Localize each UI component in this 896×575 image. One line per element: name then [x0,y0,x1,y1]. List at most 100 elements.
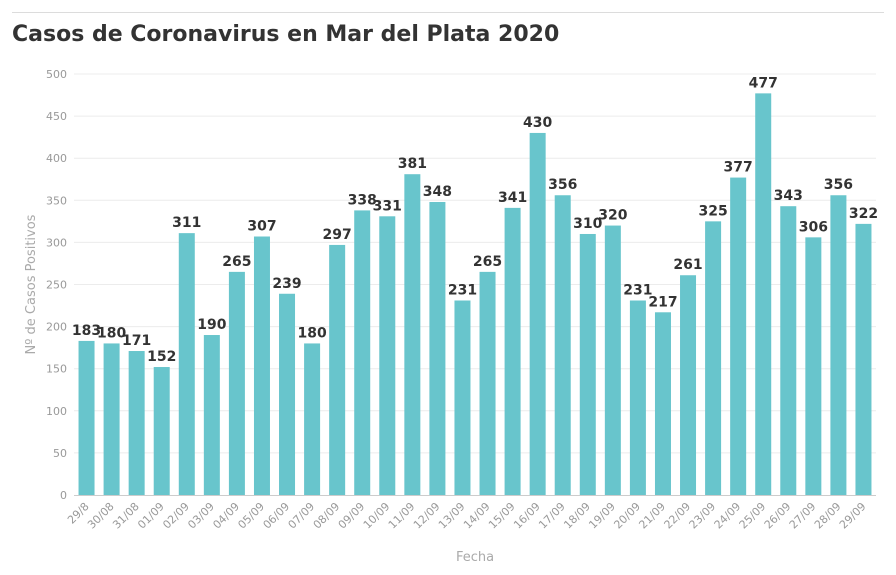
x-tick-label: 21/09 [636,500,668,532]
data-label: 231 [448,282,477,298]
bar [755,93,772,495]
bars [78,93,872,496]
y-tick-label: 200 [46,321,67,334]
data-label: 217 [648,294,677,310]
y-tick-label: 100 [46,405,67,418]
y-tick-label: 400 [46,152,67,165]
bar [579,233,596,496]
x-axis-ticks: 29/830/0831/0801/0902/0903/0904/0905/090… [65,500,869,532]
bar [304,343,321,495]
x-tick-label: 02/09 [160,500,192,532]
bar [178,233,195,495]
x-tick-label: 10/09 [361,500,393,532]
data-label: 310 [573,216,602,232]
bar [228,271,245,495]
bar [329,244,346,495]
bar [805,237,822,495]
data-labels: 1831801711523111902653072391802973383313… [72,75,878,365]
x-tick-label: 20/09 [611,500,643,532]
x-tick-label: 26/09 [762,500,794,532]
bar [429,201,446,495]
y-tick-label: 250 [46,279,67,292]
y-axis-ticks: 0 50 100 150 200 250 300 350 400 450 500 [46,68,67,502]
data-label: 261 [673,257,702,273]
top-divider [12,12,884,13]
bar [454,300,471,495]
x-tick-label: 05/09 [235,500,267,532]
bar [855,223,872,495]
y-tick-label: 300 [46,236,67,249]
x-tick-label: 30/08 [85,500,117,532]
data-label: 343 [774,188,803,204]
y-axis-label: Nº de Casos Positivos [24,214,39,354]
data-label: 190 [197,317,226,333]
bar [554,195,571,496]
data-label: 307 [247,219,276,235]
y-tick-label: 350 [46,194,67,207]
x-tick-label: 13/09 [436,500,468,532]
data-label: 306 [799,219,828,235]
x-tick-label: 08/09 [311,500,343,532]
data-label: 231 [623,282,652,298]
bar [404,174,421,495]
x-tick-label: 29/09 [837,500,869,532]
x-tick-label: 18/09 [561,500,593,532]
data-label: 377 [724,160,753,176]
x-tick-label: 07/09 [286,500,318,532]
data-label: 356 [824,177,853,193]
data-label: 381 [398,156,427,172]
x-tick-label: 04/09 [210,500,242,532]
bar [654,312,671,495]
bar [78,340,95,495]
bar [504,207,521,496]
x-tick-label: 25/09 [737,500,769,532]
data-label: 325 [698,203,727,219]
data-label: 348 [423,184,452,200]
bar [830,195,847,496]
x-tick-label: 12/09 [411,500,443,532]
x-tick-label: 31/08 [110,500,142,532]
bar [479,271,496,495]
data-label: 180 [297,325,326,341]
x-tick-label: 23/09 [687,500,719,532]
data-label: 239 [272,276,301,292]
x-tick-label: 28/09 [812,500,844,532]
x-tick-label: 22/09 [662,500,694,532]
x-tick-label: 19/09 [586,500,618,532]
data-label: 183 [72,323,101,339]
data-label: 311 [172,215,201,231]
data-label: 331 [373,198,402,214]
data-label: 297 [323,227,352,243]
bar [153,367,170,495]
bar [629,300,646,495]
chart-title: Casos de Coronavirus en Mar del Plata 20… [12,22,560,47]
data-label: 265 [473,254,502,270]
x-tick-label: 15/09 [486,500,518,532]
x-tick-label: 11/09 [386,500,418,532]
bar [780,206,797,495]
x-tick-label: 14/09 [461,500,493,532]
x-tick-label: 16/09 [511,500,543,532]
bar [128,351,145,495]
x-tick-label: 03/09 [185,500,217,532]
data-label: 341 [498,190,527,206]
bar [203,335,220,495]
data-label: 477 [749,75,778,91]
data-label: 322 [849,206,878,222]
y-tick-label: 150 [46,363,67,376]
bar [705,221,722,495]
bar [529,132,546,495]
y-tick-label: 0 [60,489,67,502]
bar [354,210,371,496]
bar [253,236,270,496]
bar [730,177,747,496]
bar [279,293,296,495]
x-axis-label: Fecha [456,550,494,565]
x-tick-label: 01/09 [135,500,167,532]
data-label: 180 [97,325,126,341]
bar [680,275,697,495]
x-tick-label: 09/09 [336,500,368,532]
x-tick-label: 24/09 [712,500,744,532]
y-tick-label: 500 [46,68,67,81]
